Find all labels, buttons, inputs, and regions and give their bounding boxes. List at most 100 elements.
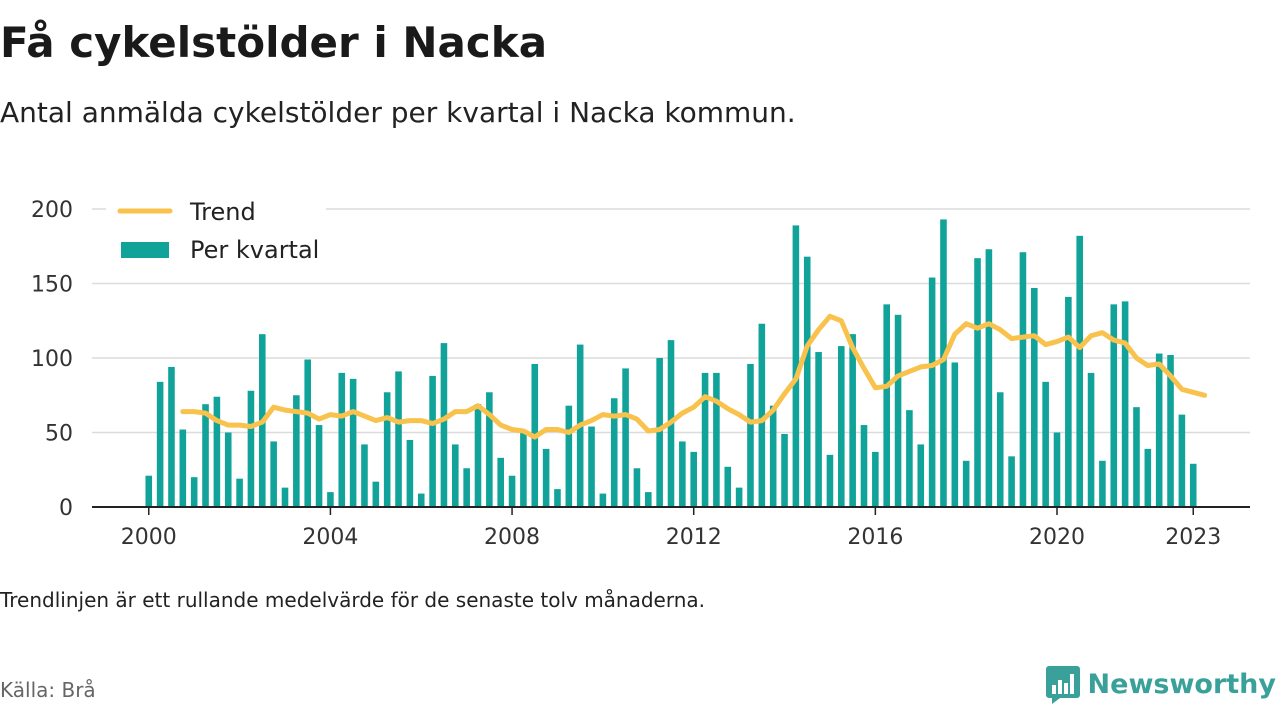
bar [1144,448,1152,507]
bar [349,378,357,507]
bar [610,398,618,507]
bar [1053,432,1061,507]
bar [315,425,323,507]
chart-subtitle: Antal anmälda cykelstölder per kvartal i… [0,96,796,129]
bar [383,392,391,507]
bar [372,481,380,507]
bar [497,457,504,507]
bar [656,358,663,507]
bar [724,466,732,507]
chart-title: Få cykelstölder i Nacka [0,18,548,67]
bar [565,405,573,507]
bar [1133,407,1140,507]
x-tick-label: 2020 [1029,525,1085,550]
bar [1099,460,1106,507]
y-tick-label: 100 [31,347,73,372]
bar [156,381,164,507]
bar [747,363,754,507]
bar [213,396,221,507]
bar [395,371,402,507]
legend-trend-label: Trend [189,198,256,226]
bar [452,444,459,507]
bar [1031,287,1038,507]
bar [236,478,243,507]
bar [951,362,959,507]
bar [1087,372,1095,507]
bar [224,432,232,507]
x-tick-label: 2012 [666,525,722,550]
bar [168,366,175,507]
x-axis: 2000 2004 2008 2012 2016 2020 2023 [92,506,1250,550]
bar [1155,353,1163,507]
bar [270,441,277,507]
bar [679,441,686,507]
bar [996,392,1004,507]
bar [894,314,902,507]
bar [406,439,414,507]
bar [1042,381,1049,507]
bar [417,493,425,507]
bar [520,431,527,507]
bar [440,343,448,507]
bar [701,372,709,507]
chart: 0 50 100 150 200 2000 2004 2008 2012 2016 2020 202… [31,194,1250,550]
bar [1178,414,1186,507]
bar [1167,355,1174,507]
bar [815,352,822,507]
y-tick-label: 150 [31,273,73,298]
x-tick-label: 2004 [302,525,358,550]
bar [1065,296,1072,507]
bar [429,375,436,507]
bar [1189,463,1197,507]
bar [508,475,516,507]
bar [179,429,187,507]
bar [145,475,153,507]
bar [826,454,834,507]
bar [906,410,913,507]
brand[interactable]: Newsworthy [1045,664,1276,704]
bar [190,477,198,507]
y-tick-label: 50 [45,422,73,447]
x-tick-label: 2000 [121,525,177,550]
legend-bar-swatch [121,242,169,258]
bar [1110,304,1118,507]
bar [1121,301,1129,507]
bar [1076,235,1083,507]
bar [554,489,561,507]
x-tick-label: 2008 [484,525,540,550]
bar [690,451,697,507]
source-note: Källa: Brå [0,678,96,702]
trend-series [180,313,1208,440]
bar [974,258,981,507]
bar [1019,252,1027,507]
bar [917,444,925,507]
footnote: Trendlinjen är ett rullande medelvärde f… [0,588,706,612]
bar [1008,456,1015,507]
bar [985,249,993,507]
bar [293,395,300,507]
bar [883,304,890,507]
bar [327,492,334,507]
y-tick-label: 200 [31,198,73,223]
bar [588,426,595,507]
bar [304,359,311,507]
bar [633,468,641,507]
bar [940,219,947,507]
bar [849,334,856,507]
bar [645,492,652,507]
bar [860,425,868,507]
bar [758,323,766,507]
brand-name: Newsworthy [1087,668,1276,700]
newsworthy-logo-icon [1045,666,1080,704]
bar [622,368,629,507]
bar [486,392,493,507]
bar [202,404,209,507]
bar [928,277,936,507]
legend-bar-label: Per kvartal [190,236,319,264]
x-tick-label: 2023 [1165,525,1221,550]
bar [599,493,607,507]
bar [474,404,482,507]
y-tick-label: 0 [59,496,73,521]
bar [781,433,788,507]
legend: Trend Per kvartal [106,194,326,280]
